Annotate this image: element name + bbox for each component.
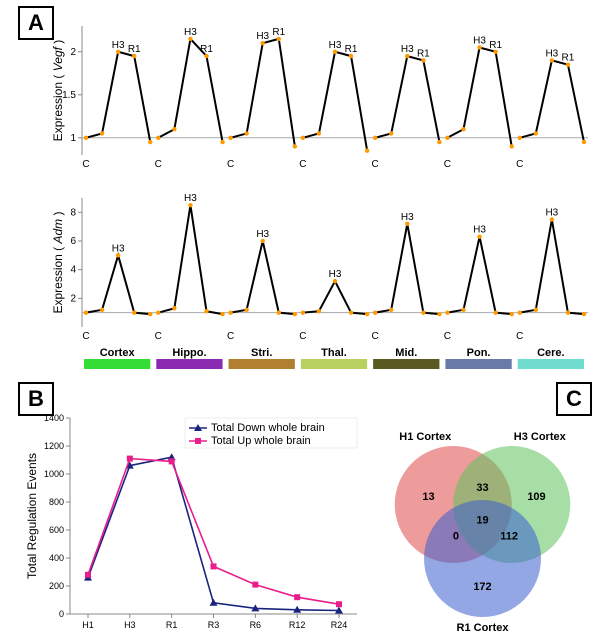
- panel-c-venn: H1 Cortex H3 Cortex R1 Cortex 13 109 172 33 0 11…: [370, 410, 595, 635]
- panel-a-label: A: [18, 6, 54, 40]
- svg-text:H3 Cortex: H3 Cortex: [514, 431, 567, 443]
- svg-text:Expression ( Adm ): Expression ( Adm ): [52, 211, 65, 313]
- svg-text:H3: H3: [112, 243, 125, 254]
- region-label: Thal.: [321, 347, 347, 359]
- svg-text:1000: 1000: [44, 469, 64, 479]
- svg-text:R24: R24: [331, 620, 348, 630]
- region-label: Stri.: [251, 347, 272, 359]
- svg-text:C: C: [516, 331, 523, 342]
- svg-text:600: 600: [49, 525, 64, 535]
- region-label: Mid.: [395, 347, 417, 359]
- region-swatch-row: Cortex Hippo. Stri. Thal. Mid. Pon. Cere.: [52, 345, 592, 375]
- panel-a-vegf-chart: 11.52Expression ( Vegf )H3R1CH3R1CH3R1CH…: [52, 8, 592, 173]
- svg-text:C: C: [227, 331, 234, 342]
- svg-text:400: 400: [49, 553, 64, 563]
- svg-text:1: 1: [70, 133, 76, 144]
- region-label: Hippo.: [172, 347, 206, 359]
- svg-text:109: 109: [527, 491, 545, 503]
- svg-text:R12: R12: [289, 620, 306, 630]
- svg-text:8: 8: [70, 207, 76, 218]
- region-label: Cere.: [537, 347, 565, 359]
- svg-text:R1: R1: [128, 44, 141, 55]
- svg-text:H3: H3: [545, 208, 558, 219]
- svg-text:H3: H3: [256, 229, 269, 240]
- svg-text:2: 2: [70, 293, 76, 304]
- svg-text:13: 13: [422, 491, 434, 503]
- svg-text:R1: R1: [417, 48, 430, 59]
- svg-text:Expression ( Vegf ): Expression ( Vegf ): [52, 40, 65, 142]
- svg-text:H3: H3: [256, 31, 269, 42]
- svg-text:172: 172: [473, 581, 491, 593]
- svg-text:R1: R1: [272, 27, 285, 38]
- svg-text:R1: R1: [489, 40, 502, 51]
- svg-text:R1: R1: [562, 53, 575, 64]
- svg-text:4: 4: [70, 265, 76, 276]
- svg-text:33: 33: [476, 482, 488, 494]
- region-label: Pon.: [467, 347, 491, 359]
- svg-text:H3: H3: [545, 48, 558, 59]
- region-label: Cortex: [100, 347, 136, 359]
- svg-text:R3: R3: [208, 620, 220, 630]
- svg-text:1200: 1200: [44, 441, 64, 451]
- svg-text:H3: H3: [473, 225, 486, 236]
- region-swatch: [156, 359, 222, 369]
- svg-text:H3: H3: [112, 40, 125, 51]
- panel-a-adm-chart: 2 4 6 8 Expression ( Adm ) H3 C H3 C H3 C H3 C H3 C H3 C…: [52, 180, 592, 345]
- svg-text:H3: H3: [124, 620, 136, 630]
- region-swatch: [373, 359, 439, 369]
- svg-text:R6: R6: [250, 620, 262, 630]
- svg-text:C: C: [82, 331, 89, 342]
- svg-text:H3: H3: [329, 269, 342, 280]
- region-swatch: [229, 359, 295, 369]
- svg-text:C: C: [299, 331, 306, 342]
- svg-text:C: C: [155, 159, 162, 170]
- svg-text:C: C: [227, 159, 234, 170]
- svg-text:1400: 1400: [44, 413, 64, 423]
- svg-text:C: C: [372, 159, 379, 170]
- svg-text:R1 Cortex: R1 Cortex: [457, 622, 510, 634]
- svg-text:R1: R1: [166, 620, 178, 630]
- svg-text:H3: H3: [329, 40, 342, 51]
- svg-text:R1: R1: [200, 44, 213, 55]
- svg-text:R1: R1: [345, 44, 358, 55]
- svg-text:C: C: [299, 159, 306, 170]
- region-swatch: [301, 359, 367, 369]
- svg-text:Total Down whole brain: Total Down whole brain: [211, 422, 325, 434]
- region-swatch: [445, 359, 511, 369]
- svg-text:0: 0: [453, 531, 459, 543]
- svg-text:Total Regulation Events: Total Regulation Events: [25, 453, 39, 579]
- svg-text:C: C: [444, 331, 451, 342]
- svg-text:Total Up whole brain: Total Up whole brain: [211, 435, 311, 447]
- svg-text:C: C: [82, 159, 89, 170]
- svg-text:2: 2: [70, 47, 76, 58]
- svg-text:H3: H3: [184, 193, 197, 204]
- svg-text:H3: H3: [401, 44, 414, 55]
- figure-root: A 11.52Expression ( Vegf )H3R1CH3R1CH3R1…: [0, 0, 600, 640]
- svg-text:19: 19: [476, 515, 488, 527]
- svg-text:6: 6: [70, 236, 76, 247]
- svg-text:112: 112: [500, 531, 518, 543]
- svg-text:C: C: [372, 331, 379, 342]
- region-swatch: [518, 359, 584, 369]
- svg-text:C: C: [155, 331, 162, 342]
- svg-text:C: C: [444, 159, 451, 170]
- svg-text:H3: H3: [473, 36, 486, 47]
- svg-text:H1: H1: [82, 620, 94, 630]
- svg-text:200: 200: [49, 581, 64, 591]
- svg-text:800: 800: [49, 497, 64, 507]
- svg-text:H1 Cortex: H1 Cortex: [399, 431, 452, 443]
- svg-text:H3: H3: [401, 212, 414, 223]
- svg-text:C: C: [516, 159, 523, 170]
- region-swatch: [84, 359, 150, 369]
- svg-text:0: 0: [59, 609, 64, 619]
- panel-b-chart: 0 200 400 600 800 1000 1200 1400 H1 H3 R1 R3 R6 R12 R2…: [22, 390, 367, 640]
- svg-text:H3: H3: [184, 27, 197, 38]
